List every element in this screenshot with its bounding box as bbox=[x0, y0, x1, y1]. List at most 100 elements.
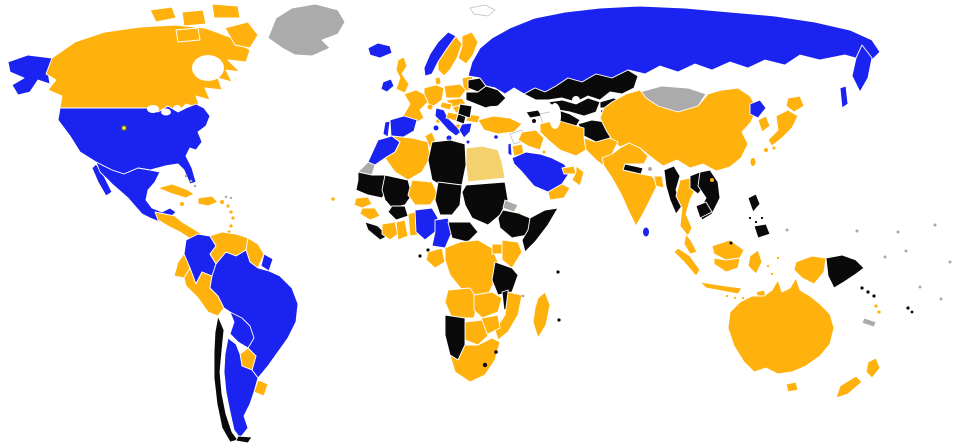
region-mexico bbox=[95, 161, 177, 223]
region-brunei bbox=[729, 241, 733, 245]
region-congo-gabon bbox=[425, 247, 446, 269]
region-israel bbox=[507, 142, 513, 157]
region-uk bbox=[395, 56, 410, 94]
region-sudan bbox=[461, 181, 509, 226]
region-uzbekistan bbox=[547, 97, 601, 117]
region-antilles-gray-islands bbox=[224, 195, 233, 200]
region-puerto-rico bbox=[220, 200, 224, 204]
great-lakes bbox=[147, 105, 181, 116]
region-fiji bbox=[906, 306, 914, 314]
hudson-bay bbox=[192, 55, 224, 81]
region-guinea bbox=[359, 207, 381, 221]
region-pacific-islands bbox=[785, 223, 952, 301]
region-west-papua bbox=[793, 255, 827, 285]
region-lesotho bbox=[482, 362, 488, 368]
region-iraq bbox=[517, 129, 545, 151]
region-comoros bbox=[521, 294, 525, 298]
aral-sea bbox=[572, 96, 580, 104]
region-mozambique bbox=[494, 291, 523, 341]
region-iceland bbox=[367, 42, 393, 59]
region-tasmania bbox=[785, 381, 799, 393]
region-japan bbox=[763, 95, 805, 153]
us-location-marker bbox=[121, 125, 127, 131]
region-sao-tome bbox=[418, 254, 422, 258]
region-nepal bbox=[622, 163, 644, 175]
region-saudi-arabia bbox=[511, 151, 571, 193]
region-bhutan bbox=[648, 167, 652, 171]
region-india bbox=[601, 142, 659, 227]
region-mauritania bbox=[355, 171, 389, 199]
region-canada-arctic-islands bbox=[149, 3, 259, 49]
region-tanzania bbox=[491, 261, 519, 296]
region-kazakhstan bbox=[523, 69, 639, 103]
region-russia bbox=[467, 5, 881, 95]
region-svalbard bbox=[469, 4, 496, 17]
region-sierra-leone-liberia bbox=[364, 221, 389, 241]
region-poland bbox=[443, 83, 467, 99]
region-denmark bbox=[434, 76, 442, 86]
region-egypt bbox=[465, 145, 506, 183]
region-central-african-republic bbox=[447, 221, 479, 243]
region-qatar-uae bbox=[561, 165, 577, 175]
region-indonesia bbox=[673, 247, 781, 301]
region-hispaniola bbox=[197, 195, 219, 207]
region-jamaica bbox=[180, 202, 184, 206]
region-new-caledonia bbox=[861, 317, 877, 328]
region-italy bbox=[434, 107, 462, 137]
region-angola bbox=[444, 287, 479, 319]
region-greece bbox=[458, 122, 473, 139]
region-armenia bbox=[532, 119, 536, 123]
region-bangladesh bbox=[653, 175, 665, 189]
region-zambia bbox=[473, 291, 503, 319]
region-somalia bbox=[521, 207, 559, 253]
region-philippines bbox=[747, 193, 771, 239]
region-chad bbox=[434, 181, 463, 216]
region-tierra-del-fuego bbox=[235, 435, 253, 444]
region-burkina-faso bbox=[387, 205, 409, 221]
region-crete bbox=[466, 140, 470, 144]
region-china bbox=[599, 87, 758, 172]
region-kamchatka bbox=[851, 44, 873, 93]
region-new-zealand bbox=[835, 357, 881, 399]
region-sri-lanka bbox=[643, 227, 649, 237]
region-south-korea bbox=[757, 115, 771, 133]
region-greenland bbox=[267, 3, 346, 57]
region-ireland bbox=[380, 78, 395, 93]
region-north-korea bbox=[749, 99, 767, 119]
region-kenya bbox=[501, 239, 523, 269]
region-austria bbox=[439, 101, 453, 111]
region-papua-new-guinea bbox=[825, 254, 865, 289]
region-sakhalin bbox=[839, 85, 849, 109]
region-senegal bbox=[353, 196, 373, 209]
region-south-africa bbox=[449, 337, 501, 383]
region-hainan bbox=[710, 178, 714, 182]
region-cambodia bbox=[695, 201, 713, 219]
region-madagascar bbox=[532, 291, 551, 339]
caspian-sea bbox=[549, 103, 561, 129]
region-swaziland bbox=[494, 350, 498, 354]
region-bahamas bbox=[184, 174, 197, 188]
region-ivory-coast bbox=[381, 221, 399, 241]
region-finland bbox=[457, 31, 479, 65]
region-mali bbox=[381, 174, 413, 209]
region-france bbox=[402, 89, 429, 125]
region-cyprus bbox=[494, 135, 498, 139]
region-sicily bbox=[446, 135, 452, 141]
region-equatorial-guinea bbox=[426, 248, 430, 252]
region-ukraine bbox=[465, 85, 507, 109]
region-yemen bbox=[547, 183, 571, 201]
region-ghana bbox=[395, 219, 409, 241]
region-cuba bbox=[157, 183, 195, 199]
region-portugal bbox=[382, 120, 391, 138]
region-turkey bbox=[477, 115, 523, 135]
black-sea bbox=[483, 106, 503, 116]
region-niger bbox=[407, 179, 439, 206]
region-sardinia bbox=[433, 125, 439, 131]
region-malaysia bbox=[683, 233, 745, 261]
region-spain bbox=[389, 115, 418, 140]
region-mauritius bbox=[557, 318, 561, 322]
region-seychelles bbox=[556, 270, 560, 274]
region-georgia bbox=[525, 109, 543, 119]
